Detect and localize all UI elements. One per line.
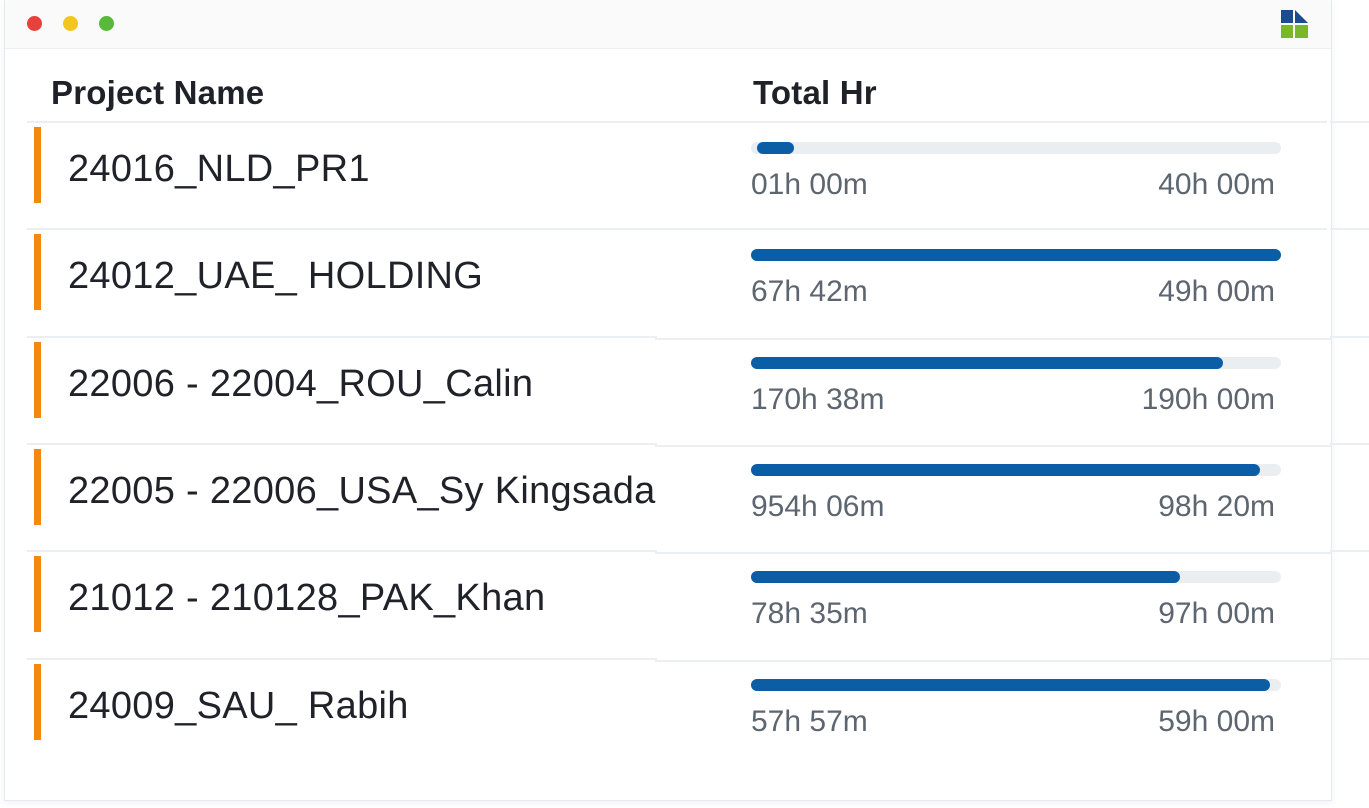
- row-divider: [27, 121, 1327, 123]
- column-header-total-hr[interactable]: Total Hr: [753, 74, 877, 111]
- row-accent-marker: [34, 234, 41, 311]
- row-divider-outer: [1330, 335, 1369, 338]
- app-logo-icon: [1281, 10, 1308, 38]
- row-divider-outer: [1330, 657, 1369, 660]
- hours-progress-fill: [751, 571, 1181, 584]
- project-name[interactable]: 24016_NLD_PR1: [68, 148, 370, 190]
- hours-budget: 59h 00m: [1158, 704, 1275, 738]
- row-divider: [27, 442, 657, 445]
- row-accent-marker: [34, 556, 41, 633]
- hours-budget: 98h 20m: [1158, 489, 1275, 523]
- project-row[interactable]: 22006 - 22004_ROU_Calin 170h 38m 190h 00m: [5, 337, 1331, 444]
- project-name[interactable]: 24012_UAE_ HOLDING: [68, 255, 484, 298]
- row-divider: [27, 550, 657, 553]
- row-divider-outer: [1330, 442, 1369, 445]
- hours-spent: 01h 00m: [751, 168, 868, 201]
- project-row[interactable]: 21012 - 210128_PAK_Khan 78h 35m 97h 00m: [5, 551, 1331, 658]
- project-name[interactable]: 22006 - 22004_ROU_Calin: [68, 362, 534, 405]
- row-divider-outer: [1330, 228, 1369, 231]
- hours-progress-fill: [751, 356, 1223, 369]
- hours-progress-bar: [751, 356, 1281, 369]
- row-divider: [655, 552, 1331, 555]
- row-divider: [655, 444, 1331, 447]
- minimize-window-button[interactable]: [63, 16, 78, 31]
- row-accent-marker: [34, 341, 41, 418]
- row-divider: [27, 335, 657, 338]
- project-name[interactable]: 21012 - 210128_PAK_Khan: [68, 577, 546, 620]
- project-row[interactable]: 22005 - 22006_USA_Sy Kingsada 954h 06m 98h…: [5, 444, 1331, 551]
- column-header-project-name[interactable]: Project Name: [51, 74, 265, 111]
- row-accent-marker: [34, 663, 41, 740]
- app-window: Project Name Total Hr 24016_NLD_PR1 01h 0…: [4, 0, 1332, 801]
- hours-budget: 97h 00m: [1158, 597, 1275, 631]
- hours-spent: 170h 38m: [751, 382, 885, 416]
- project-row[interactable]: 24012_UAE_ HOLDING 67h 42m 49h 00m: [5, 229, 1331, 336]
- row-divider-outer: [1330, 550, 1369, 553]
- row-divider: [27, 228, 1327, 231]
- title-bar: [5, 0, 1331, 49]
- project-row[interactable]: 24016_NLD_PR1 01h 00m 40h 00m: [5, 122, 1331, 229]
- hours-budget: 40h 00m: [1158, 168, 1275, 201]
- hours-progress-bar: [751, 142, 1281, 154]
- row-divider: [655, 337, 1331, 340]
- hours-budget: 49h 00m: [1158, 275, 1275, 309]
- hours-progress-bar: [751, 678, 1281, 691]
- maximize-window-button[interactable]: [99, 16, 114, 31]
- row-divider-outer: [1330, 121, 1369, 123]
- row-accent-marker: [34, 127, 41, 203]
- project-name[interactable]: 24009_SAU_ Rabih: [68, 684, 409, 727]
- hours-progress-bar: [751, 463, 1281, 476]
- hours-progress-bar: [751, 571, 1281, 584]
- hours-spent: 954h 06m: [751, 489, 885, 523]
- row-accent-marker: [34, 448, 41, 525]
- close-window-button[interactable]: [27, 16, 42, 31]
- hours-progress-fill: [751, 678, 1271, 691]
- hours-progress-bar: [751, 249, 1281, 262]
- hours-progress-fill: [751, 463, 1260, 476]
- hours-progress-fill: [757, 142, 795, 154]
- hours-spent: 67h 42m: [751, 275, 868, 309]
- project-name[interactable]: 22005 - 22006_USA_Sy Kingsada: [68, 469, 656, 512]
- hours-spent: 57h 57m: [751, 704, 868, 738]
- hours-spent: 78h 35m: [751, 597, 868, 631]
- row-divider: [27, 657, 657, 660]
- hours-progress-fill: [751, 249, 1281, 262]
- project-row[interactable]: 24009_SAU_ Rabih 57h 57m 59h 00m: [5, 659, 1331, 766]
- row-divider: [655, 659, 1331, 662]
- hours-budget: 190h 00m: [1141, 382, 1275, 416]
